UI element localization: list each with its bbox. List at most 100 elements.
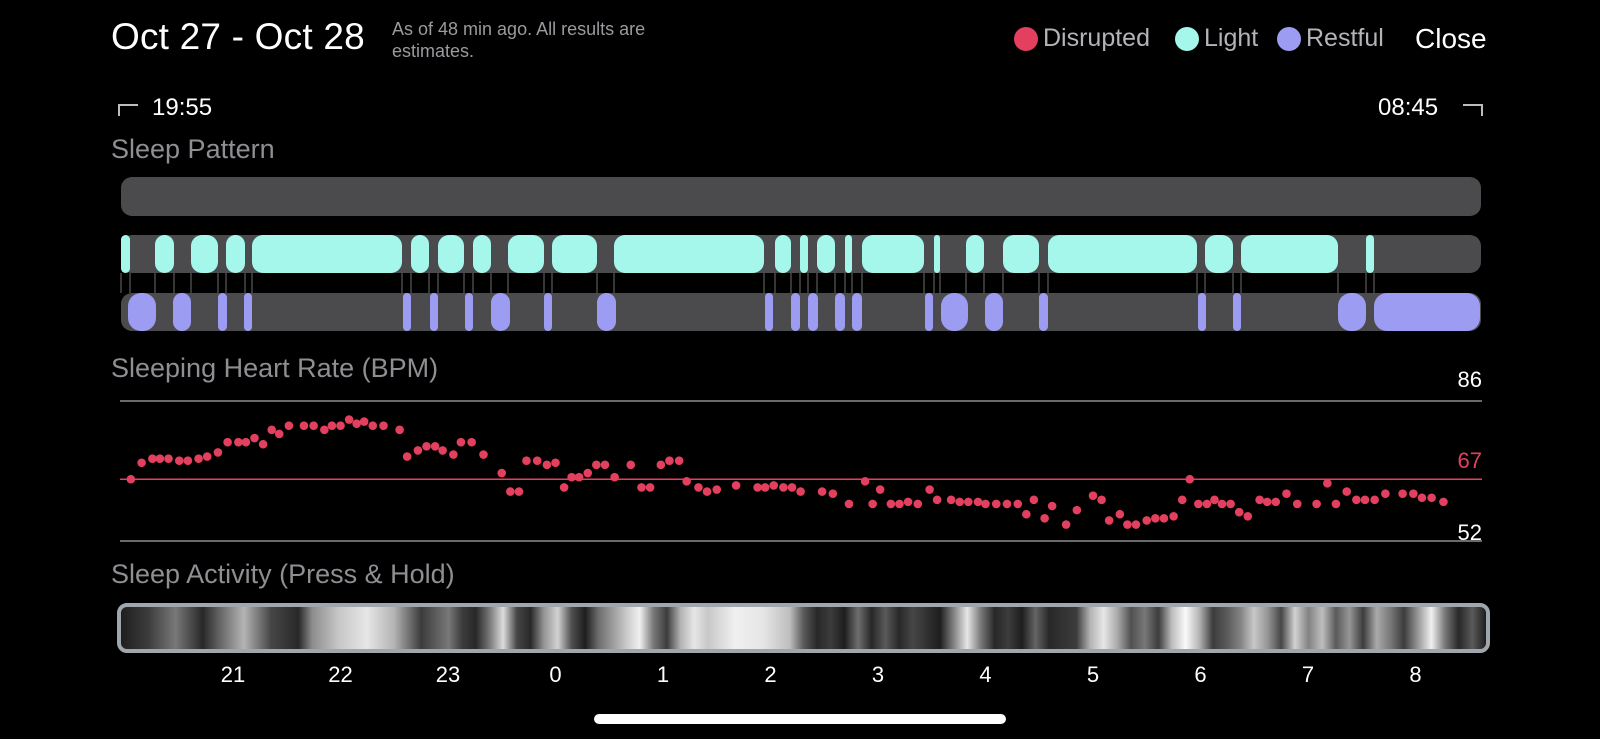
hr-point: [1352, 495, 1361, 505]
hr-avg-label: 67: [1457, 448, 1482, 473]
hr-point: [1151, 514, 1160, 523]
hr-point: [309, 421, 318, 431]
restful-track[interactable]: [121, 293, 1481, 331]
sleep-pattern-title: Sleep Pattern: [111, 134, 275, 164]
end-bracket-icon: [1463, 104, 1483, 116]
legend-disrupted: Disrupted: [1014, 24, 1150, 53]
hr-point: [656, 460, 666, 470]
hr-point: [1072, 505, 1082, 515]
hr-point: [1185, 474, 1195, 484]
x-tick-label: 6: [1194, 662, 1207, 687]
hr-point: [665, 456, 674, 466]
hr-point: [1439, 497, 1448, 507]
hr-point: [213, 448, 223, 457]
home-indicator[interactable]: [594, 714, 1006, 724]
hr-point: [1282, 489, 1291, 498]
x-tick-label: 22: [328, 662, 353, 687]
light-track[interactable]: [121, 235, 1481, 273]
activity-title: Sleep Activity (Press & Hold): [111, 559, 455, 589]
x-tick-label: 2: [764, 662, 777, 687]
hr-point: [574, 472, 584, 482]
activity-scrubber[interactable]: [117, 603, 1490, 653]
hr-point: [886, 499, 896, 509]
hr-point: [250, 433, 259, 443]
hr-point: [258, 439, 268, 449]
hr-point: [702, 487, 712, 496]
hr-point: [223, 437, 232, 447]
hr-point: [395, 425, 404, 435]
hr-point: [895, 499, 904, 509]
estimate-note: As of 48 min ago. All results are estima…: [392, 19, 646, 61]
legend-label: Light: [1204, 24, 1259, 52]
hr-point: [320, 425, 329, 435]
hr-point: [828, 489, 838, 498]
hr-point: [202, 452, 212, 461]
hr-point: [1381, 489, 1390, 498]
hr-point: [991, 499, 1001, 509]
hr-point: [1370, 495, 1379, 505]
hr-point: [1217, 499, 1227, 509]
hr-min-label: 52: [1457, 520, 1482, 545]
hr-point: [973, 497, 983, 507]
hr-point: [299, 421, 309, 431]
hr-point: [559, 483, 569, 492]
disrupted-dot-icon: [1014, 26, 1038, 51]
hr-point: [567, 472, 576, 482]
hr-point: [1097, 495, 1106, 505]
hr-point: [626, 460, 636, 470]
x-tick-label: 3: [871, 662, 885, 687]
hr-point: [817, 487, 827, 496]
hr-point: [600, 460, 610, 470]
hr-point: [1002, 499, 1012, 509]
hr-point: [712, 485, 722, 494]
hr-point: [903, 497, 913, 507]
hr-point: [1169, 511, 1178, 521]
hr-point: [592, 460, 601, 470]
hr-point: [1234, 507, 1244, 517]
hr-point: [368, 421, 378, 431]
hr-point: [438, 446, 447, 455]
x-tick-label: 4: [979, 662, 992, 687]
hr-point: [932, 495, 942, 505]
hr-point: [234, 437, 243, 447]
hr-point: [955, 497, 964, 507]
heart-rate-title: Sleeping Heart Rate (BPM): [111, 353, 439, 383]
hr-point: [532, 456, 542, 466]
disrupted-track[interactable]: [121, 177, 1481, 216]
hr-point: [610, 472, 619, 482]
hr-point: [1115, 509, 1125, 519]
hr-point: [174, 456, 184, 466]
hr-point: [241, 437, 251, 447]
hr-point: [402, 452, 412, 461]
hr-point: [1123, 520, 1132, 529]
hr-point: [183, 456, 193, 466]
hr-point: [1342, 487, 1351, 496]
hr-point: [1040, 514, 1049, 523]
hr-point: [645, 483, 655, 492]
hr-point: [753, 483, 762, 492]
hr-point: [522, 456, 531, 466]
hr-point: [449, 450, 458, 459]
start-bracket-icon: [118, 104, 138, 116]
hr-point: [1312, 499, 1321, 509]
x-tick-label: 23: [435, 662, 461, 687]
hr-point: [981, 499, 990, 509]
hr-point: [779, 483, 788, 492]
hr-point: [1398, 489, 1407, 498]
hr-point: [155, 454, 165, 463]
hr-point: [327, 421, 337, 431]
x-tick-label: 5: [1086, 662, 1100, 687]
hr-point: [413, 446, 423, 455]
hr-point: [1047, 501, 1057, 511]
x-tick-label: 7: [1301, 662, 1315, 687]
hr-point: [456, 437, 466, 447]
close-button[interactable]: Close: [1415, 23, 1487, 54]
hr-point: [1427, 493, 1436, 503]
hr-point: [506, 487, 515, 496]
hr-point: [796, 487, 805, 496]
page-title: Oct 27 - Oct 28: [111, 16, 365, 57]
x-tick-label: 21: [220, 662, 246, 687]
hr-point: [194, 454, 203, 463]
hr-point: [1255, 495, 1264, 505]
hr-point: [674, 456, 684, 466]
